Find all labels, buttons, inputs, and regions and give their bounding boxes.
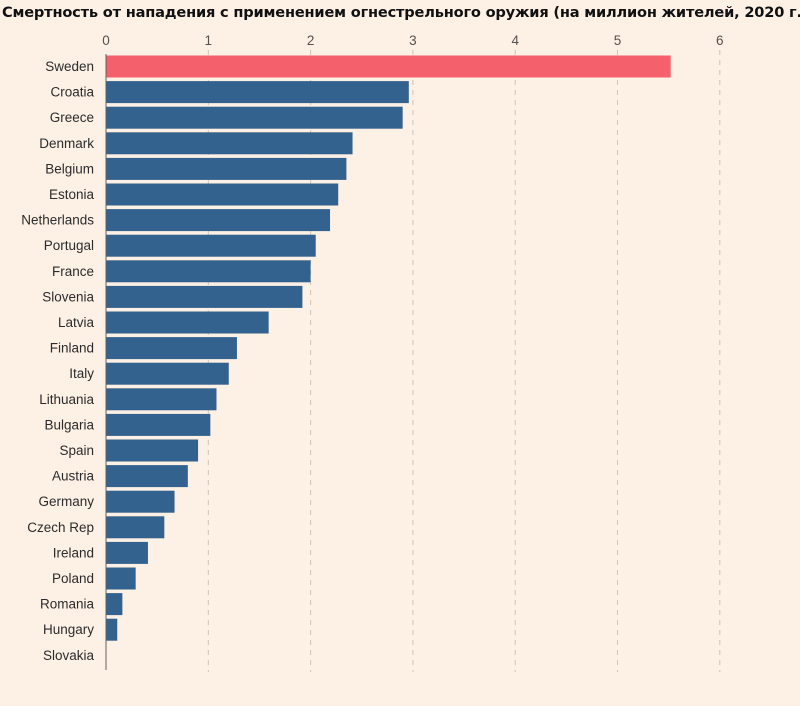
bar-spain (106, 439, 199, 462)
x-axis-ticks: 0 1 2 3 4 5 6 (102, 33, 723, 48)
bars (106, 55, 671, 641)
bar-netherlands (106, 209, 331, 232)
category-label: Germany (38, 494, 94, 509)
category-label: Ireland (53, 545, 94, 560)
category-label: Netherlands (21, 213, 94, 228)
bar-finland (106, 337, 237, 360)
bar-germany (106, 490, 175, 513)
category-label: Slovakia (43, 648, 95, 663)
category-label: Spain (59, 443, 94, 458)
chart-title: Смертность от нападения с применением ог… (2, 4, 800, 21)
bar-belgium (106, 157, 347, 180)
category-label: Hungary (43, 622, 94, 637)
category-label: France (52, 264, 94, 279)
category-label: Croatia (50, 85, 94, 100)
x-tick-label: 2 (307, 33, 315, 48)
bar-czech-rep (106, 516, 165, 539)
bar-slovenia (106, 285, 303, 308)
bar-croatia (106, 81, 409, 104)
bar-romania (106, 593, 123, 616)
category-label: Bulgaria (44, 417, 94, 432)
category-label: Lithuania (39, 392, 94, 407)
x-tick-label: 3 (409, 33, 417, 48)
bar-portugal (106, 234, 316, 257)
bar-estonia (106, 183, 339, 206)
category-label: Czech Rep (27, 520, 94, 535)
category-label: Estonia (49, 187, 95, 202)
category-label: Sweden (45, 59, 94, 74)
bar-france (106, 260, 311, 283)
x-tick-label: 4 (511, 33, 519, 48)
bar-sweden (106, 55, 671, 78)
category-labels: Sweden Croatia Greece Denmark Belgium Estonia… (21, 59, 94, 663)
category-label: Poland (52, 571, 94, 586)
category-label: Portugal (44, 238, 94, 253)
bar-greece (106, 106, 403, 129)
bar-austria (106, 465, 188, 488)
x-tick-label: 1 (205, 33, 213, 48)
x-tick-label: 5 (614, 33, 622, 48)
bar-ireland (106, 541, 148, 564)
category-label: Denmark (39, 136, 94, 151)
bar-poland (106, 567, 136, 590)
x-tick-label: 0 (102, 33, 110, 48)
category-label: Slovenia (42, 289, 94, 304)
bar-hungary (106, 618, 118, 641)
bar-bulgaria (106, 413, 211, 436)
category-label: Latvia (58, 315, 95, 330)
x-tick-label: 6 (716, 33, 724, 48)
bar-latvia (106, 311, 269, 334)
category-label: Romania (40, 597, 95, 612)
category-label: Belgium (45, 161, 94, 176)
category-label: Greece (50, 110, 94, 125)
category-label: Italy (69, 366, 94, 381)
bar-denmark (106, 132, 353, 155)
bar-lithuania (106, 388, 217, 411)
category-label: Finland (50, 341, 94, 356)
bar-italy (106, 362, 229, 385)
category-label: Austria (52, 469, 95, 484)
